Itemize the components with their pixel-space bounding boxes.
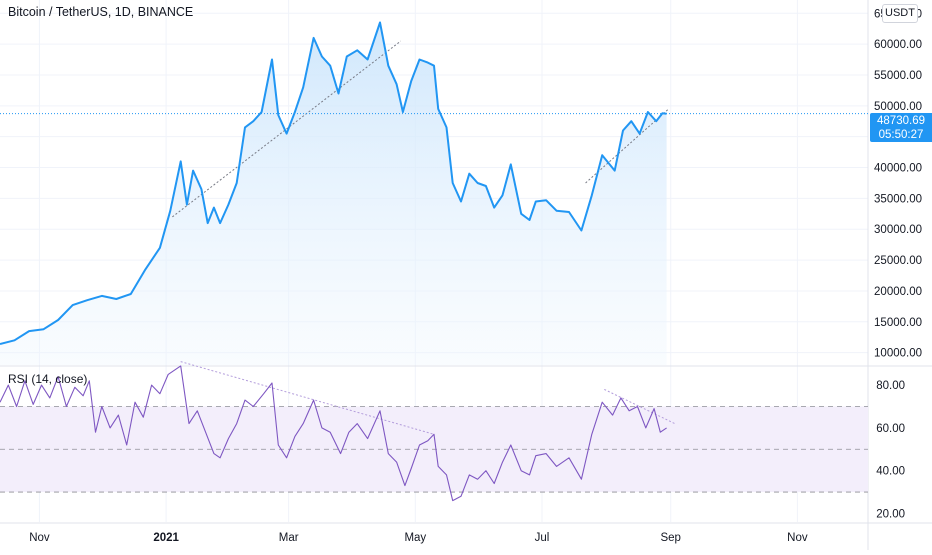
time-axis-label: May: [404, 532, 426, 544]
rsi-axis-label: 60.00: [876, 423, 905, 435]
rsi-line: [0, 365, 667, 502]
trendlines: [172, 40, 676, 435]
last-price-label: 48730.69 05:50:27: [870, 113, 932, 142]
rsi-axis-label: 80.00: [876, 380, 905, 392]
time-axis-label: Nov: [787, 532, 808, 544]
series-lines: [0, 21, 868, 502]
price-axis-label: 20000.00: [874, 286, 922, 298]
bar-countdown: 05:50:27: [878, 129, 924, 141]
time-axis-label: Nov: [29, 532, 50, 544]
time-axis-label: Sep: [660, 532, 680, 544]
price-axis-label: 10000.00: [874, 348, 922, 360]
price-trendline: [585, 108, 669, 184]
price-line: [0, 21, 667, 345]
symbol-title[interactable]: Bitcoin / TetherUS, 1D, BINANCE: [8, 5, 194, 19]
price-axis-label: 40000.00: [874, 163, 922, 175]
price-area: [0, 22, 667, 365]
price-axis-label: 35000.00: [874, 193, 922, 205]
rsi-bands: [0, 406, 868, 493]
price-axis-label: 30000.00: [874, 224, 922, 236]
price-axis-label: 50000.00: [874, 101, 922, 113]
price-axis-label: 15000.00: [874, 317, 922, 329]
rsi-axis-label: 40.00: [876, 466, 905, 478]
time-axis-label: Jul: [535, 532, 550, 544]
price-trendline: [172, 40, 402, 218]
time-axis-label: Mar: [279, 532, 299, 544]
rsi-title[interactable]: RSI (14, close): [8, 372, 88, 386]
price-area-fill: [0, 22, 667, 365]
rsi-axis-label: 20.00: [876, 508, 905, 520]
currency-button[interactable]: USDT: [882, 4, 918, 23]
time-axis-label: 2021: [153, 532, 179, 544]
price-axis-label: 60000.00: [874, 39, 922, 51]
rsi-trendline: [604, 388, 676, 425]
last-price-value: 48730.69: [877, 115, 925, 127]
price-axis-label: 55000.00: [874, 70, 922, 82]
price-axis-label: 25000.00: [874, 255, 922, 267]
